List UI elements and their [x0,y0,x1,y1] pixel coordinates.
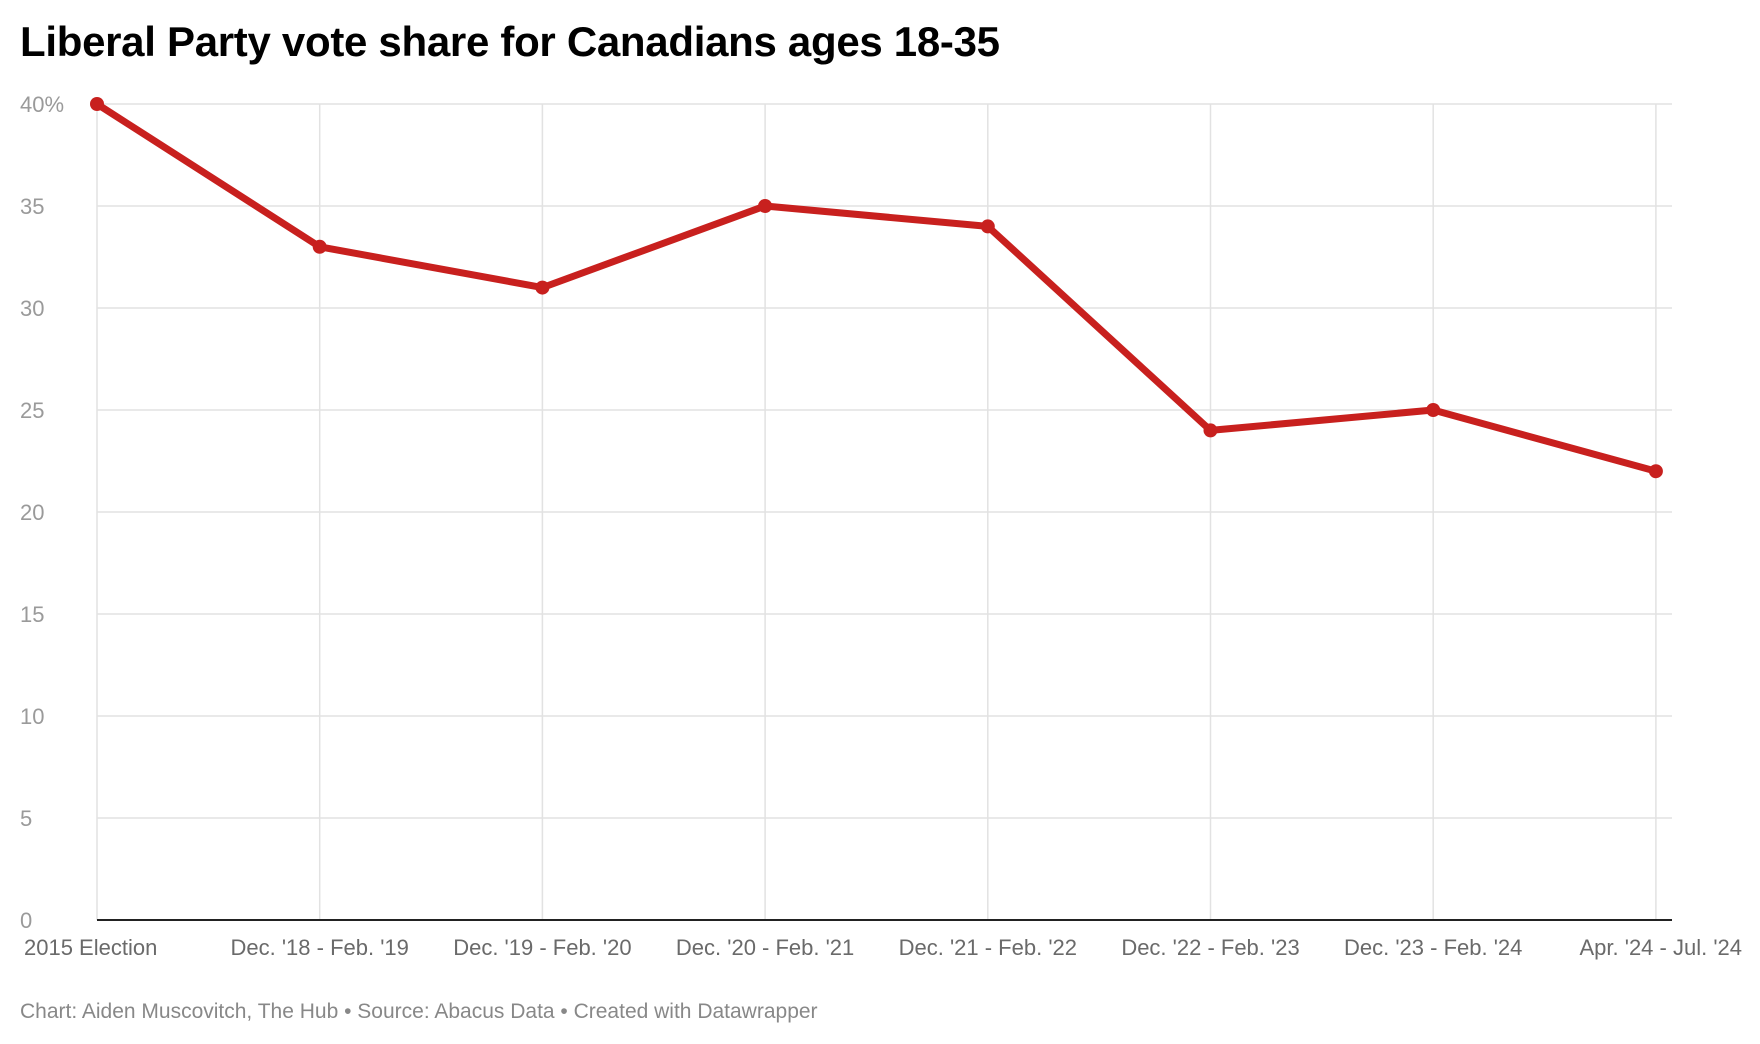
y-axis-tick-labels: 0 5 10 15 20 25 30 35 40% [20,92,64,933]
chart-title: Liberal Party vote share for Canadians a… [20,18,1000,65]
series-line [93,100,1660,475]
series-points [90,97,1663,479]
data-point [90,97,104,111]
x-tick-label: Dec. '19 - Feb. '20 [453,935,631,960]
y-tick-label: 10 [20,704,44,729]
y-tick-label: 35 [20,194,44,219]
grid-lines [96,103,1672,921]
data-point [535,280,550,295]
x-tick-label: Dec. '20 - Feb. '21 [676,935,854,960]
data-point [758,199,773,213]
data-point [1426,403,1441,417]
x-tick-label: Dec. '18 - Feb. '19 [231,935,409,960]
x-tick-label: Dec. '22 - Feb. '23 [1121,935,1299,960]
x-tick-label: Dec. '23 - Feb. '24 [1344,935,1522,960]
data-point [312,239,327,254]
x-axis-tick-labels: 2015 Election Dec. '18 - Feb. '19 Dec. '19… [24,935,1742,960]
series-line-path [93,100,1660,475]
y-tick-label: 15 [20,602,44,627]
y-tick-label: 30 [20,296,44,321]
x-tick-label: Dec. '21 - Feb. '22 [899,935,1077,960]
chart-footer: Chart: Aiden Muscovitch, The Hub • Sourc… [20,1000,818,1023]
data-point [1648,464,1663,479]
y-tick-label: 40% [20,92,64,117]
y-tick-label: 0 [20,908,32,933]
data-point [1203,423,1218,438]
y-tick-label: 5 [20,806,32,831]
x-tick-label: Apr. '24 - Jul. '24 [1580,935,1743,960]
data-point [980,219,995,234]
y-tick-label: 20 [20,500,44,525]
y-tick-label: 25 [20,398,44,423]
x-tick-label: 2015 Election [24,935,157,960]
